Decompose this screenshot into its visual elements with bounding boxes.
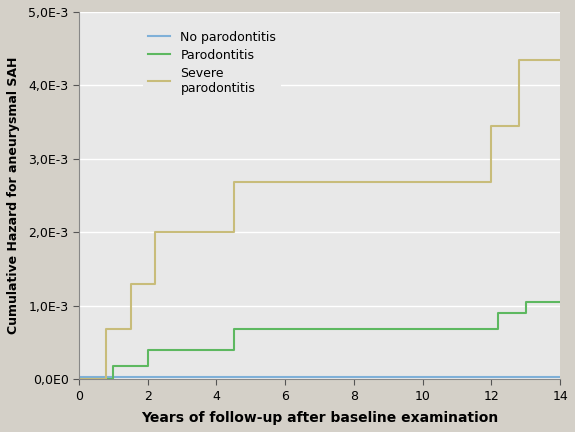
Line: Severe
parodontitis: Severe parodontitis — [79, 60, 560, 379]
Line: Parodontitis: Parodontitis — [79, 302, 560, 379]
Severe
parodontitis — [230, 180, 237, 185]
Parodontitis — [144, 363, 151, 368]
Legend: No parodontitis, Parodontitis, Severe
parodontitis: No parodontitis, Parodontitis, Severe pa… — [143, 25, 281, 99]
Y-axis label: Cumulative Hazard for aneurysmal SAH: Cumulative Hazard for aneurysmal SAH — [7, 57, 20, 334]
Parodontitis — [110, 377, 117, 382]
Severe
parodontitis — [103, 377, 110, 382]
Severe
parodontitis — [488, 180, 495, 185]
Parodontitis — [495, 327, 502, 332]
Parodontitis — [522, 311, 529, 316]
Parodontitis — [557, 299, 564, 305]
Parodontitis — [144, 347, 151, 353]
Severe
parodontitis — [515, 123, 522, 128]
Parodontitis — [110, 363, 117, 368]
X-axis label: Years of follow-up after baseline examination: Years of follow-up after baseline examin… — [141, 411, 498, 425]
Parodontitis — [522, 299, 529, 305]
Severe
parodontitis — [515, 57, 522, 62]
Severe
parodontitis — [557, 57, 564, 62]
Parodontitis — [75, 377, 82, 382]
Severe
parodontitis — [488, 123, 495, 128]
Severe
parodontitis — [151, 281, 158, 286]
Severe
parodontitis — [127, 281, 134, 286]
Severe
parodontitis — [127, 327, 134, 332]
Severe
parodontitis — [230, 230, 237, 235]
Parodontitis — [495, 311, 502, 316]
Parodontitis — [230, 347, 237, 353]
Severe
parodontitis — [151, 230, 158, 235]
Severe
parodontitis — [103, 327, 110, 332]
Parodontitis — [230, 327, 237, 332]
Severe
parodontitis — [75, 377, 82, 382]
